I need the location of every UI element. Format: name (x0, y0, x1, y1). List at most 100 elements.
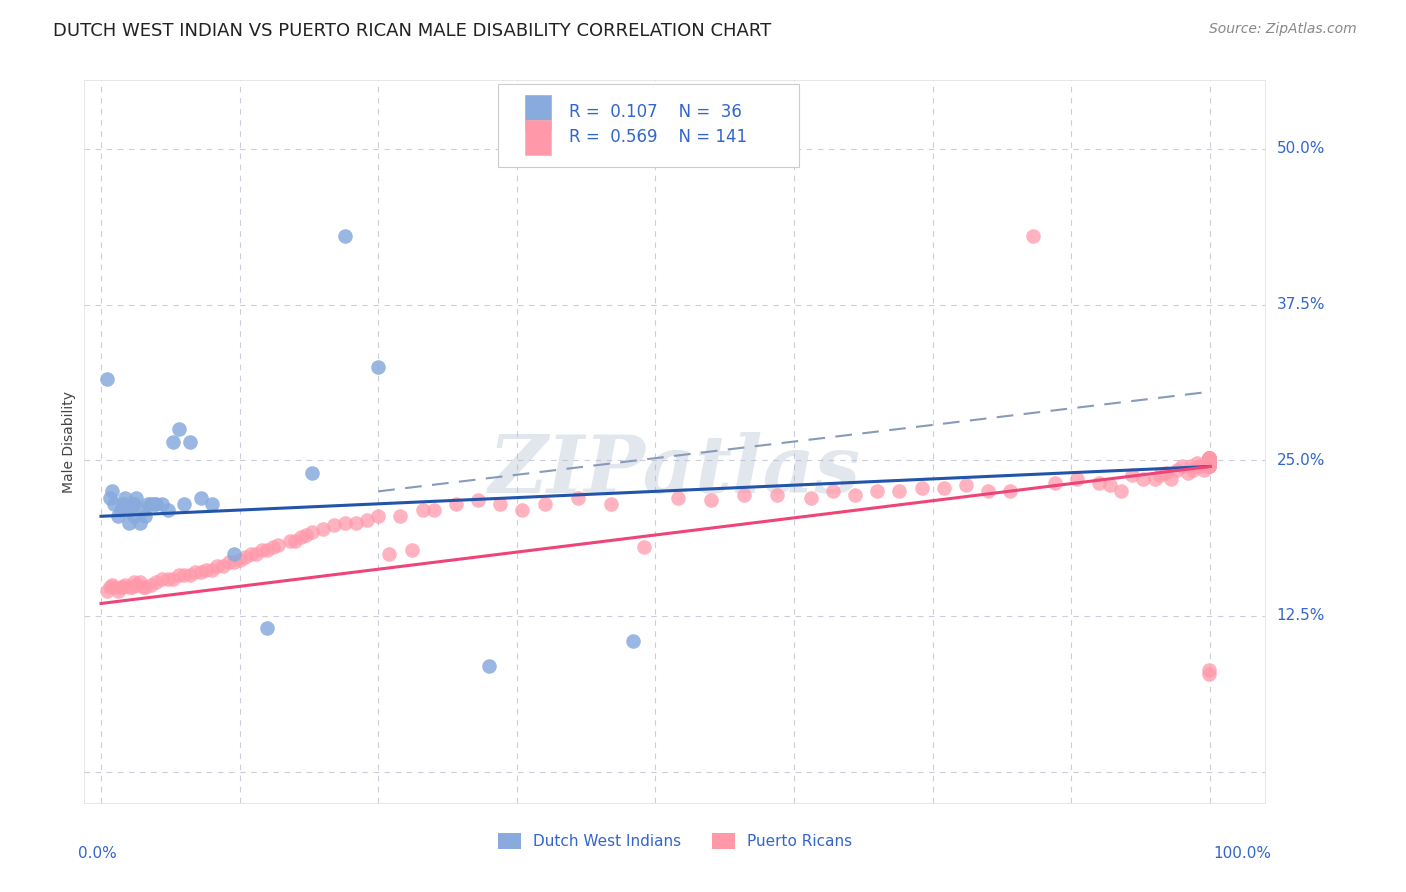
Point (1198, 456, 1220, 470)
Point (910, 481, 932, 495)
Point (128, 516, 150, 530)
Point (150, 572, 173, 586)
Point (218, 555, 240, 569)
Point (190, 491, 212, 505)
Point (267, 538, 290, 552)
Text: 25.0%: 25.0% (1277, 453, 1324, 467)
Point (122, 575, 145, 590)
Point (1043, 475, 1066, 490)
Point (245, 547, 267, 561)
Point (1198, 450, 1220, 465)
Point (955, 478, 977, 492)
Point (290, 531, 312, 545)
Point (1198, 667, 1220, 681)
Point (233, 550, 256, 565)
Point (401, 542, 423, 557)
Point (101, 578, 124, 592)
Text: DUTCH WEST INDIAN VS PUERTO RICAN MALE DISABILITY CORRELATION CHART: DUTCH WEST INDIAN VS PUERTO RICAN MALE D… (53, 22, 772, 40)
Point (766, 488, 789, 502)
Point (96, 372, 118, 386)
Point (444, 497, 467, 511)
Point (800, 491, 823, 505)
Point (1198, 456, 1220, 470)
Point (1198, 459, 1220, 474)
Point (512, 503, 534, 517)
Point (112, 580, 135, 594)
Point (600, 497, 623, 511)
Point (228, 553, 250, 567)
Point (125, 578, 148, 592)
Point (412, 503, 434, 517)
Point (367, 509, 389, 524)
Point (489, 497, 512, 511)
Point (284, 534, 307, 549)
Point (1197, 456, 1219, 470)
Point (889, 484, 911, 499)
Point (1198, 459, 1220, 474)
Point (977, 484, 1000, 499)
Point (145, 497, 167, 511)
Point (866, 484, 889, 499)
Point (1198, 456, 1220, 470)
Text: Source: ZipAtlas.com: Source: ZipAtlas.com (1209, 22, 1357, 37)
Point (1182, 463, 1205, 477)
Point (389, 509, 412, 524)
Point (1198, 456, 1220, 470)
Point (134, 580, 156, 594)
Point (114, 578, 136, 592)
Point (1000, 484, 1022, 499)
Point (301, 525, 323, 540)
Bar (524, 95, 551, 129)
Point (1180, 459, 1202, 474)
Point (1154, 466, 1177, 480)
Point (1198, 453, 1220, 467)
Point (344, 516, 367, 530)
Point (132, 503, 155, 517)
Point (1171, 459, 1194, 474)
Point (212, 559, 235, 574)
Point (1198, 459, 1220, 474)
Point (1066, 472, 1088, 486)
Point (1198, 450, 1220, 465)
Point (201, 563, 224, 577)
Point (156, 503, 179, 517)
Point (1177, 466, 1199, 480)
Point (844, 488, 866, 502)
Point (1198, 450, 1220, 465)
Point (201, 497, 224, 511)
Point (1198, 453, 1220, 467)
Point (256, 621, 278, 635)
Point (1198, 456, 1220, 470)
Point (1198, 459, 1220, 474)
Point (1143, 472, 1166, 486)
Point (1198, 453, 1220, 467)
Point (1198, 453, 1220, 467)
Point (107, 509, 129, 524)
Point (1109, 484, 1132, 499)
Point (1194, 463, 1216, 477)
Point (184, 566, 207, 580)
Point (1198, 450, 1220, 465)
Point (250, 542, 273, 557)
Point (114, 491, 136, 505)
Point (1088, 475, 1111, 490)
Point (190, 566, 212, 580)
Point (1198, 459, 1220, 474)
Point (118, 516, 141, 530)
Point (533, 497, 555, 511)
Point (478, 658, 501, 673)
Point (1160, 472, 1182, 486)
Point (312, 522, 335, 536)
Point (1198, 453, 1220, 467)
Point (1189, 459, 1212, 474)
Text: 0.0%: 0.0% (79, 847, 117, 861)
Point (173, 567, 195, 582)
Point (98, 491, 121, 505)
Point (356, 513, 378, 527)
Point (295, 528, 318, 542)
Point (110, 503, 132, 517)
Text: 12.5%: 12.5% (1277, 608, 1324, 624)
Point (1198, 453, 1220, 467)
Text: ZIPatlas: ZIPatlas (489, 432, 860, 509)
Point (1198, 456, 1220, 470)
